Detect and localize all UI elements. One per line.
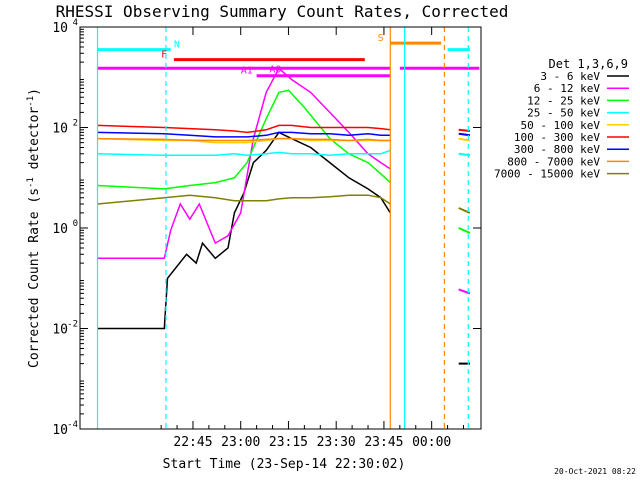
series-line-5 xyxy=(97,124,391,134)
y-tick-exponent-3: 2 xyxy=(73,119,78,129)
post-gap-segment-4 xyxy=(458,207,471,214)
chart-title: RHESSI Observing Summary Count Rates, Co… xyxy=(56,2,509,21)
flag-label-1: F xyxy=(161,50,167,61)
series-line-7 xyxy=(97,137,391,142)
flag-label-0: N xyxy=(174,40,180,51)
y-tick-label-2: 10 xyxy=(52,222,68,237)
footer-timestamp: 20-Oct-2021 08:22 xyxy=(554,467,636,476)
y-tick-label-0: 10 xyxy=(52,423,68,438)
flags-layer: NF A0 A1 S xyxy=(97,33,480,78)
series-line-8 xyxy=(97,194,391,205)
plot-area: NF A0 A1 S xyxy=(96,27,480,429)
y-tick-exponent-2: 0 xyxy=(73,219,78,229)
legend-label-7: 800 - 7000 keV xyxy=(507,155,600,168)
y-tick-label-3: 10 xyxy=(52,122,68,137)
x-tick-label-3: 23:30 xyxy=(317,435,356,450)
y-tick-exponent-0: -4 xyxy=(67,420,78,430)
y-axis-label-part3: ) xyxy=(27,88,42,96)
x-tick-label-0: 22:45 xyxy=(173,435,212,450)
legend-label-5: 100 - 300 keV xyxy=(514,131,600,144)
flag-label-5: S xyxy=(378,33,384,44)
y-axis-label-exp1: -1 xyxy=(26,177,36,188)
series-line-6 xyxy=(97,131,391,138)
legend-label-6: 300 - 800 keV xyxy=(514,143,600,156)
y-axis-label-part1: Corrected Count Rate (s xyxy=(27,188,42,368)
y-axis-label: Corrected Count Rate (s-1 detector-1) xyxy=(26,88,42,368)
post-gap-segment-2 xyxy=(458,137,471,142)
vertical-markers-layer xyxy=(96,27,469,429)
x-tick-label-2: 23:15 xyxy=(269,435,308,450)
x-tick-label-1: 23:00 xyxy=(221,435,260,450)
x-axis-ticks: 22:45 23:00 23:15 23:30 23:45 00:00 xyxy=(160,27,464,450)
flag-label-4: A1 xyxy=(241,66,253,77)
y-tick-exponent-4: 4 xyxy=(73,18,78,28)
y-tick-label-1: 10 xyxy=(52,323,68,338)
y-axis-label-exp2: -1 xyxy=(26,96,36,107)
series-line-2 xyxy=(97,89,391,190)
legend-header: Det 1,3,6,9 xyxy=(549,57,628,71)
y-tick-exponent-1: -2 xyxy=(67,320,78,330)
legend-label-2: 12 - 25 keV xyxy=(527,94,600,107)
flag-label-3: A0 xyxy=(269,65,281,76)
legend-label-0: 3 - 6 keV xyxy=(540,70,600,83)
series-layer xyxy=(97,67,471,365)
y-tick-label-4: 10 xyxy=(52,21,68,36)
series-line-3 xyxy=(97,149,391,157)
series-line-1 xyxy=(97,67,391,260)
y-axis-label-part2: detector xyxy=(27,107,42,178)
post-gap-segment-5 xyxy=(458,227,471,234)
series-line-0 xyxy=(97,131,391,330)
legend-label-4: 50 - 100 keV xyxy=(521,119,601,132)
legend-label-1: 6 - 12 keV xyxy=(534,82,601,95)
legend-label-8: 7000 - 15000 keV xyxy=(494,168,600,181)
legend-label-3: 25 - 50 keV xyxy=(527,107,600,120)
x-tick-label-4: 23:45 xyxy=(364,435,403,450)
x-axis-label: Start Time (23-Sep-14 22:30:02) xyxy=(163,457,406,472)
x-tick-label-5: 00:00 xyxy=(412,435,451,450)
